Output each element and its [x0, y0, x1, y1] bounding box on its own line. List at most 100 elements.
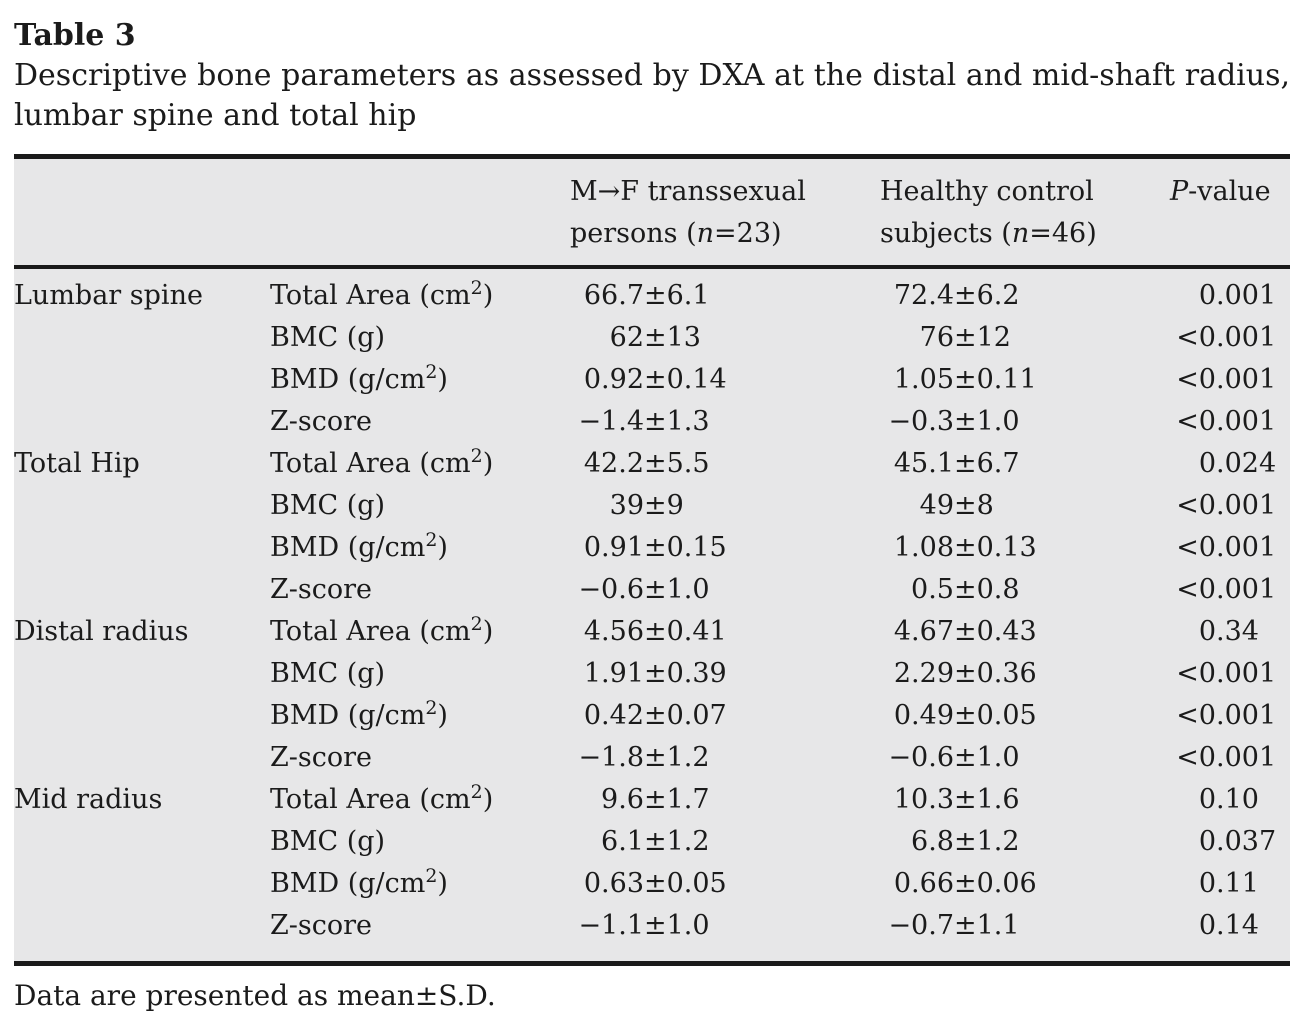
mtf-value: 0.91 ±0.15	[583, 532, 727, 563]
control-value: 2.29 ±0.36	[893, 658, 1037, 689]
control-value: 1.05 ±0.11	[893, 364, 1037, 395]
mtf-value: 39 ±9	[609, 490, 684, 521]
control-value: 1.08 ±0.13	[893, 532, 1037, 563]
table-row: Z-score −1.4 ±1.3 −0.3 ±1.0 <0.001	[14, 401, 1290, 443]
table-row: Z-score −1.1 ±1.0 −0.7 ±1.1 0.14	[14, 905, 1290, 947]
header-control-group: Healthy control subjects (n=46)	[880, 176, 1097, 249]
parameter-label: BMC (g)	[270, 322, 386, 353]
region-label	[14, 401, 270, 443]
control-value: 49 ±8	[919, 490, 994, 521]
mtf-value: 1.91 ±0.39	[583, 658, 727, 689]
table-row: Total Hip Total Area (cm2) 42.2 ±5.5 45.1 ±6.…	[14, 443, 1290, 485]
region-label	[14, 695, 270, 737]
control-value: 6.8 ±1.2	[911, 826, 1020, 857]
table-row: Mid radius Total Area (cm2) 9.6 ±1.7 10.3 ±1.…	[14, 779, 1290, 821]
p-value: 0.024	[1198, 448, 1277, 479]
mtf-value: −1.8 ±1.2	[578, 742, 710, 773]
region-label	[14, 317, 270, 359]
region-label	[14, 863, 270, 905]
table-row: BMC (g) 39 ±9 49 ±8 <0.001	[14, 485, 1290, 527]
p-value: <0.001	[1176, 574, 1277, 605]
p-value: 0.10	[1198, 784, 1259, 815]
p-value: <0.001	[1176, 406, 1277, 437]
p-value: <0.001	[1176, 700, 1277, 731]
p-value: <0.001	[1176, 364, 1277, 395]
control-value: −0.3 ±1.0	[888, 406, 1020, 437]
parameter-label: Total Area (cm2)	[270, 445, 494, 479]
p-value: <0.001	[1176, 742, 1277, 773]
parameter-label: Total Area (cm2)	[270, 613, 494, 647]
p-value: 0.001	[1198, 280, 1277, 311]
p-value: <0.001	[1176, 490, 1277, 521]
parameter-label: BMD (g/cm2)	[270, 361, 448, 395]
mtf-value: −1.4 ±1.3	[578, 406, 710, 437]
parameter-label: BMD (g/cm2)	[270, 865, 448, 899]
table-body: Lumbar spine Total Area (cm2) 66.7 ±6.1 72.4…	[14, 269, 1290, 961]
region-label: Lumbar spine	[14, 280, 203, 311]
parameter-label: Z-score	[270, 742, 373, 773]
region-label: Total Hip	[14, 448, 140, 479]
header-region	[14, 171, 270, 255]
mtf-value: 0.63 ±0.05	[583, 868, 727, 899]
table-row: BMD (g/cm2) 0.63 ±0.05 0.66 ±0.06 0.11	[14, 863, 1290, 905]
parameter-label: Total Area (cm2)	[270, 781, 494, 815]
mtf-value: 62 ±13	[609, 322, 701, 353]
region-label	[14, 821, 270, 863]
region-label	[14, 527, 270, 569]
table-row: Lumbar spine Total Area (cm2) 66.7 ±6.1 72.4…	[14, 275, 1290, 317]
region-label	[14, 905, 270, 947]
header-parameter	[270, 171, 570, 255]
mtf-value: 0.92 ±0.14	[583, 364, 727, 395]
data-table: M→F transsexual persons (n=23) Healthy co…	[14, 154, 1290, 966]
parameter-label: BMC (g)	[270, 826, 386, 857]
parameter-label: BMC (g)	[270, 490, 386, 521]
region-label	[14, 737, 270, 779]
mtf-value: 4.56 ±0.41	[583, 616, 727, 647]
parameter-label: BMD (g/cm2)	[270, 529, 448, 563]
table-row: BMC (g) 62 ±13 76 ±12 <0.001	[14, 317, 1290, 359]
table-row: Z-score −1.8 ±1.2 −0.6 ±1.0 <0.001	[14, 737, 1290, 779]
table-caption: Descriptive bone parameters as assessed …	[14, 58, 1290, 133]
control-value: 10.3 ±1.6	[893, 784, 1020, 815]
control-value: 76 ±12	[919, 322, 1011, 353]
region-label	[14, 485, 270, 527]
control-value: 72.4 ±6.2	[893, 280, 1020, 311]
p-value: 0.11	[1198, 868, 1259, 899]
parameter-label: Z-score	[270, 406, 373, 437]
table-row: BMD (g/cm2) 0.42 ±0.07 0.49 ±0.05 <0.001	[14, 695, 1290, 737]
table-row: Distal radius Total Area (cm2) 4.56 ±0.41 4.…	[14, 611, 1290, 653]
region-label: Distal radius	[14, 616, 189, 647]
parameter-label: Total Area (cm2)	[270, 277, 494, 311]
region-label	[14, 359, 270, 401]
control-value: 4.67 ±0.43	[893, 616, 1037, 647]
control-value: 45.1 ±6.7	[893, 448, 1020, 479]
mtf-value: −1.1 ±1.0	[578, 910, 710, 941]
parameter-label: Z-score	[270, 910, 373, 941]
mtf-value: 9.6 ±1.7	[601, 784, 710, 815]
mtf-value: 0.42 ±0.07	[583, 700, 727, 731]
table-title: Table 3	[14, 18, 136, 53]
p-value: <0.001	[1176, 532, 1277, 563]
parameter-label: BMC (g)	[270, 658, 386, 689]
parameter-label: BMD (g/cm2)	[270, 697, 448, 731]
header-p-value: P-value	[1170, 176, 1271, 207]
parameter-label: Z-score	[270, 574, 373, 605]
region-label: Mid radius	[14, 784, 163, 815]
control-value: 0.49 ±0.05	[893, 700, 1037, 731]
region-label	[14, 569, 270, 611]
p-value: 0.34	[1198, 616, 1259, 647]
control-value: 0.5 ±0.8	[911, 574, 1020, 605]
mtf-value: 6.1 ±1.2	[601, 826, 710, 857]
p-value: 0.037	[1198, 826, 1277, 857]
table-row: BMD (g/cm2) 0.91 ±0.15 1.08 ±0.13 <0.001	[14, 527, 1290, 569]
table-row: Z-score −0.6 ±1.0 0.5 ±0.8 <0.001	[14, 569, 1290, 611]
mtf-value: −0.6 ±1.0	[578, 574, 710, 605]
header-mtf-group: M→F transsexual persons (n=23)	[570, 176, 806, 249]
table-header-row: M→F transsexual persons (n=23) Healthy co…	[14, 159, 1290, 269]
table-footnote: Data are presented as mean±S.D.	[14, 979, 496, 1012]
p-value: <0.001	[1176, 658, 1277, 689]
region-label	[14, 653, 270, 695]
control-value: 0.66 ±0.06	[893, 868, 1037, 899]
mtf-value: 66.7 ±6.1	[583, 280, 710, 311]
p-value: <0.001	[1176, 322, 1277, 353]
